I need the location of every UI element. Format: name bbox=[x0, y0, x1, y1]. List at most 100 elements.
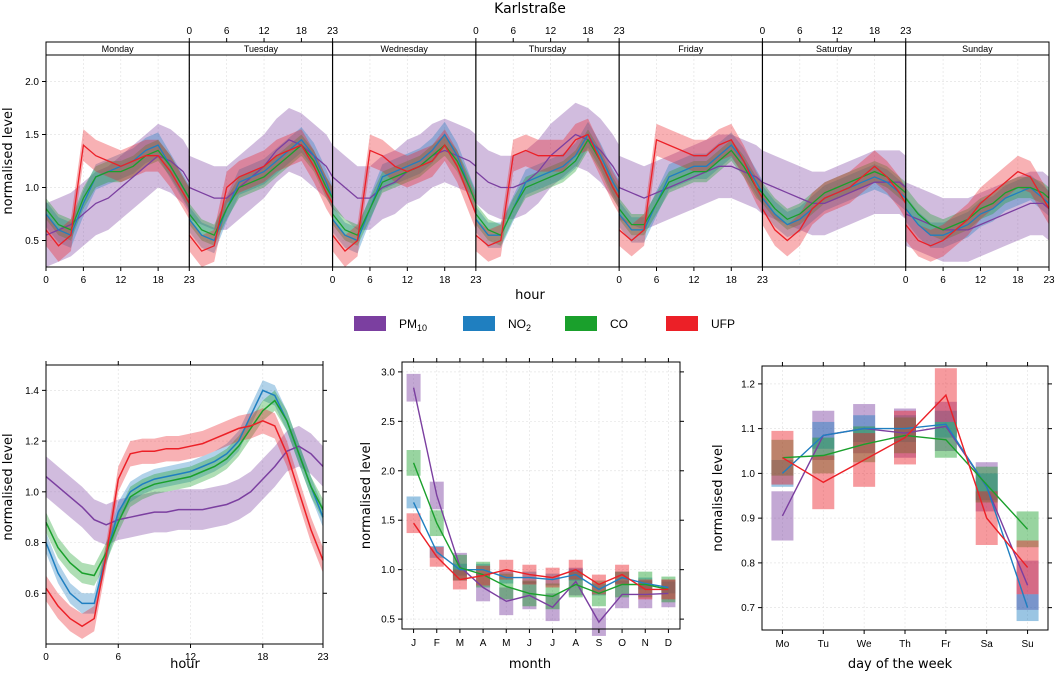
tick-label-x: 12 bbox=[258, 26, 270, 37]
band-no2-saturday bbox=[762, 164, 906, 238]
band-no2-tuesday bbox=[189, 127, 333, 254]
strip-label-friday: Friday bbox=[678, 44, 704, 54]
line-pm10-friday bbox=[618, 165, 763, 199]
tick-label-y: 0.9 bbox=[741, 514, 755, 525]
band-no2-monday bbox=[46, 132, 190, 248]
tick-label-x: 12 bbox=[832, 26, 844, 37]
tick-label-x: 6 bbox=[81, 275, 87, 286]
tick-label-x: 12 bbox=[688, 275, 700, 286]
legend-label-base: NO bbox=[508, 317, 526, 331]
line-ufp-friday bbox=[618, 138, 763, 242]
line-co-tuesday bbox=[188, 144, 334, 237]
tick-label-x: 23 bbox=[1043, 275, 1055, 286]
strip-label-saturday: Saturday bbox=[816, 44, 853, 54]
y-axis-label: normalised level bbox=[1, 107, 16, 214]
band-no2-friday bbox=[619, 132, 763, 243]
band-no2-wednesday bbox=[332, 121, 476, 254]
tick-label-x: 18 bbox=[153, 275, 165, 286]
plot-frame bbox=[401, 361, 681, 630]
line-co bbox=[412, 462, 669, 598]
tick-label-x: We bbox=[857, 639, 872, 650]
tick-label-y: 0.8 bbox=[25, 538, 39, 549]
tick-label-x: 23 bbox=[184, 275, 196, 286]
tick-label-x: M bbox=[502, 638, 510, 649]
tick-label-x: 12 bbox=[545, 26, 557, 37]
tick-label-x: 0 bbox=[473, 26, 479, 37]
x-axis-label: hour bbox=[170, 657, 200, 672]
tick-label-x: 18 bbox=[439, 275, 451, 286]
y-axis-label: normalised level bbox=[359, 442, 374, 549]
box-ufp-D bbox=[661, 579, 676, 600]
tick-label-y: 1.2 bbox=[25, 437, 39, 448]
hour-chart: 0 6 12 18 23 0.6 0.8 1.0 1.2 1.4 hour normalised le… bbox=[1, 361, 329, 672]
tick-label-x: 18 bbox=[726, 275, 738, 286]
tick-label-y: 3.0 bbox=[381, 367, 395, 378]
y-axis-label: normalised level bbox=[1, 433, 16, 540]
tick-label-x: 18 bbox=[296, 26, 308, 37]
tick-label-x: 0 bbox=[760, 26, 766, 37]
tick-label-x: 18 bbox=[257, 652, 269, 663]
tick-label-x: A bbox=[480, 638, 487, 649]
line-ufp bbox=[413, 522, 669, 591]
tick-label-x: 0 bbox=[330, 275, 336, 286]
line-co bbox=[782, 434, 1029, 530]
tick-label-x: Th bbox=[899, 639, 911, 650]
tick-label-x: 12 bbox=[185, 652, 197, 663]
line-no2 bbox=[45, 389, 324, 605]
chart-title: Karlstraße bbox=[494, 1, 566, 17]
band-co-friday bbox=[619, 139, 763, 236]
tick-label-y: 1.4 bbox=[25, 386, 39, 397]
tick-label-y: 1.5 bbox=[25, 130, 39, 141]
line-no2 bbox=[412, 502, 669, 591]
line-ufp bbox=[782, 393, 1029, 568]
band-co-tuesday bbox=[189, 134, 333, 246]
band-ufp-tuesday bbox=[189, 129, 333, 267]
tick-label-x: 0 bbox=[187, 26, 193, 37]
tick-label-y: 1.5 bbox=[381, 516, 395, 527]
tick-label-y: 1.0 bbox=[25, 183, 39, 194]
tick-label-x: 0 bbox=[43, 275, 49, 286]
strip-label-monday: Monday bbox=[102, 44, 135, 54]
tick-label-x: 23 bbox=[317, 652, 329, 663]
tick-label-x: 18 bbox=[869, 26, 881, 37]
tick-label-y: 1.0 bbox=[741, 469, 755, 480]
strip-label-thursday: Thursday bbox=[529, 44, 567, 54]
band-no2-thursday bbox=[475, 121, 620, 248]
weekly-chart: Monday 0 6 12 18 23 Tuesday 0 6 12 18 23 Wednesday 0 6… bbox=[1, 26, 1055, 303]
tick-label-x: S bbox=[596, 638, 603, 649]
legend-label-ufp: UFP bbox=[711, 317, 735, 331]
legend-swatch-co bbox=[565, 316, 597, 331]
line-ufp-thursday bbox=[475, 133, 620, 247]
line-ufp-tuesday bbox=[188, 144, 334, 252]
tick-label-y: 0.5 bbox=[381, 615, 395, 626]
x-axis-label: month bbox=[509, 657, 551, 672]
line-pm10 bbox=[45, 445, 324, 526]
tick-label-y: 0.8 bbox=[741, 558, 755, 569]
x-axis-label: day of the week bbox=[848, 657, 953, 672]
band-co-thursday bbox=[475, 129, 620, 246]
legend-label-co: CO bbox=[610, 317, 628, 331]
x-axis-label: hour bbox=[515, 288, 545, 303]
tick-label-y: 1.0 bbox=[381, 565, 395, 576]
tick-label-x: J bbox=[550, 638, 555, 649]
tick-label-x: Fr bbox=[941, 639, 951, 650]
tick-label-y: 1.2 bbox=[741, 379, 755, 390]
tick-label-x: 6 bbox=[510, 26, 516, 37]
tick-label-x: 18 bbox=[582, 26, 594, 37]
strip-label-sunday: Sunday bbox=[962, 44, 993, 54]
band-co bbox=[46, 390, 323, 586]
tick-label-x: 6 bbox=[367, 275, 373, 286]
line-ufp-sunday bbox=[905, 170, 1050, 247]
tick-label-x: 12 bbox=[975, 275, 987, 286]
line-co-sunday bbox=[905, 186, 1050, 231]
tick-label-x: Sa bbox=[981, 639, 994, 650]
legend-swatch-no2 bbox=[463, 316, 495, 331]
tick-label-x: 23 bbox=[327, 26, 339, 37]
tick-label-y: 1.1 bbox=[741, 424, 755, 435]
tick-label-x: 0 bbox=[43, 652, 49, 663]
tick-label-y: 0.6 bbox=[25, 589, 39, 600]
legend-label-base: CO bbox=[610, 317, 628, 331]
tick-label-x: J bbox=[527, 638, 532, 649]
band-ufp-friday bbox=[619, 123, 763, 257]
line-no2-tuesday bbox=[188, 138, 334, 242]
